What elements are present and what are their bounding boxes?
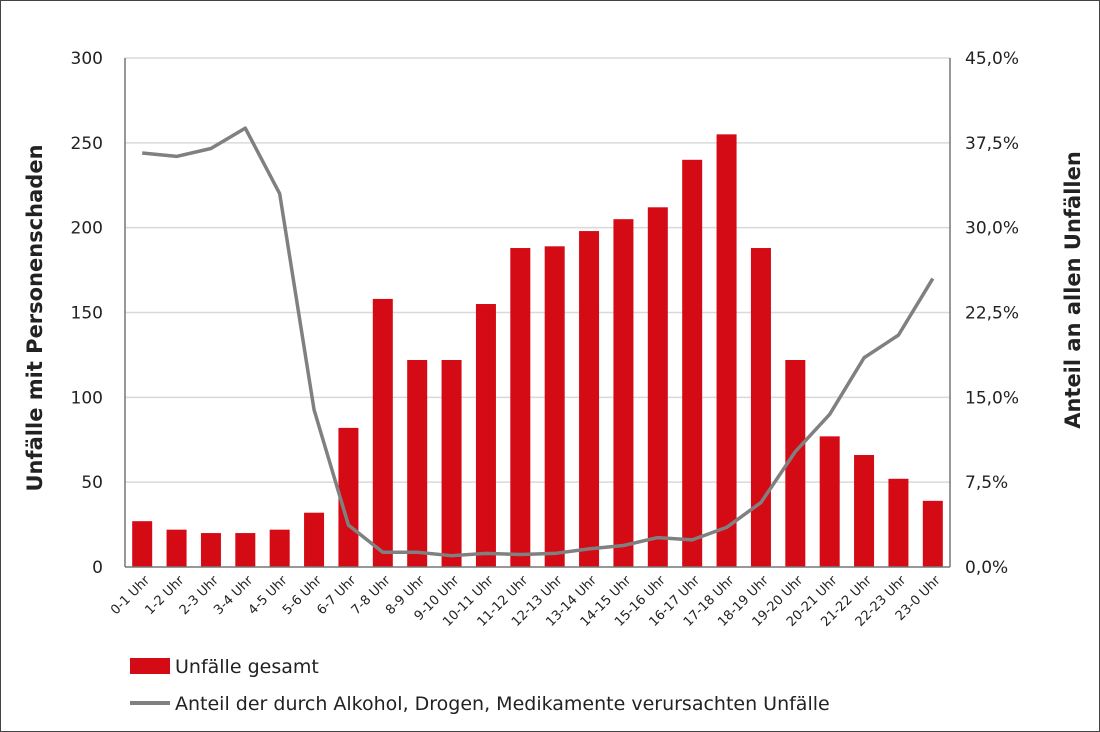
y-tick-label: 150: [71, 304, 103, 324]
bar: [613, 219, 634, 567]
legend-line-label: Anteil der durch Alkohol, Drogen, Medika…: [175, 693, 830, 715]
bar: [579, 231, 600, 567]
legend-bar-swatch: [130, 658, 170, 674]
bar: [544, 246, 565, 567]
y-right-tick-label: 37,5%: [965, 134, 1019, 154]
bar: [716, 134, 737, 567]
y-right-tick-label: 7,5%: [965, 473, 1008, 493]
line-series: [142, 126, 935, 558]
bar: [235, 533, 256, 567]
y-tick-label: 200: [71, 219, 103, 239]
bar: [407, 360, 428, 567]
bar: [750, 248, 771, 567]
bar: [166, 529, 187, 567]
y-axis-right-label: Anteil an allen Unfällen: [1061, 151, 1085, 429]
bar: [475, 304, 496, 567]
bar: [269, 529, 290, 567]
y-right-tick-label: 0,0%: [965, 558, 1008, 578]
y-tick-label: 250: [71, 134, 103, 154]
bar: [647, 207, 668, 567]
y-axis-label: Unfälle mit Personenschaden: [23, 144, 47, 491]
bar: [510, 248, 531, 567]
bar: [372, 298, 393, 567]
y-tick-label: 300: [71, 49, 103, 69]
y-right-tick-label: 22,5%: [965, 304, 1019, 324]
y-tick-label: 0: [92, 558, 103, 578]
bar: [132, 521, 153, 567]
bar: [441, 360, 462, 567]
bar: [200, 533, 221, 567]
bar: [304, 512, 325, 567]
y-right-tick-label: 45,0%: [965, 49, 1019, 69]
bar: [888, 478, 909, 567]
bar: [819, 436, 840, 567]
bar-series: [132, 134, 943, 568]
legend-bar-label: Unfälle gesamt: [175, 656, 319, 678]
y-tick-label: 100: [71, 388, 103, 408]
gridlines: [125, 57, 950, 483]
bar: [854, 455, 875, 567]
bar: [922, 500, 943, 567]
bar: [785, 360, 806, 567]
bar: [682, 159, 703, 568]
y-right-tick-label: 30,0%: [965, 219, 1019, 239]
y-right-tick-label: 15,0%: [965, 388, 1019, 408]
bar: [338, 427, 359, 567]
line-series-path: [142, 126, 935, 558]
y-tick-label: 50: [81, 473, 103, 493]
